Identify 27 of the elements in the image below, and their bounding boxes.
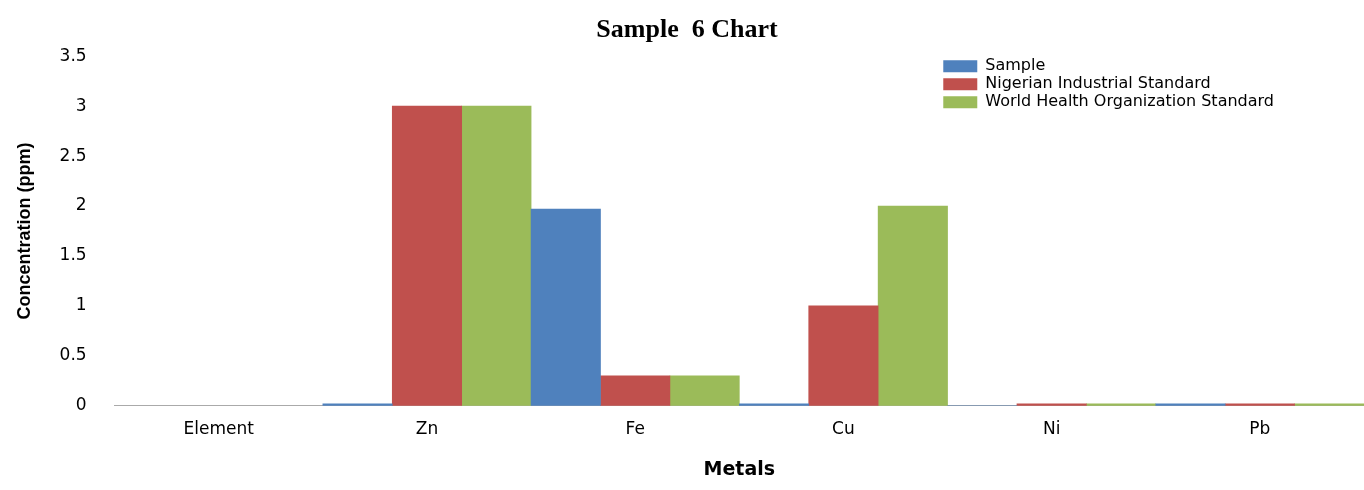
y-tick-label: 0.5 [59, 344, 87, 365]
bar [600, 375, 671, 406]
chart-title: Sample 6 Chart [596, 14, 778, 44]
x-tick-label: Pb [1249, 418, 1271, 439]
x-tick-label: Fe [625, 418, 645, 439]
y-tick-label: 1.5 [59, 244, 87, 265]
x-tick-label: Ni [1042, 418, 1061, 439]
bar [461, 105, 532, 406]
y-tick-label: 1 [75, 294, 87, 315]
x-tick-label: Zn [415, 418, 439, 439]
y-tick-label: 3 [75, 94, 87, 115]
legend-label: Nigerian Industrial Standard [985, 73, 1211, 93]
x-tick-label: Cu [832, 418, 855, 439]
legend-label: World Health Organization Standard [985, 91, 1275, 111]
x-tick-label: Element [183, 418, 255, 439]
bar [391, 105, 463, 406]
y-tick-label: 2.5 [59, 144, 87, 165]
y-tick-label: 2 [75, 194, 87, 215]
bar [530, 208, 601, 406]
y-axis-title: Concentration (ppm) [13, 142, 34, 320]
bar [808, 305, 879, 406]
bar [877, 205, 948, 406]
legend-label: Sample [985, 55, 1046, 75]
y-tick-label: 3.5 [59, 44, 87, 65]
y-tick-label: 0 [75, 394, 87, 415]
x-axis-title: Metals [703, 456, 776, 479]
bar [669, 375, 740, 406]
